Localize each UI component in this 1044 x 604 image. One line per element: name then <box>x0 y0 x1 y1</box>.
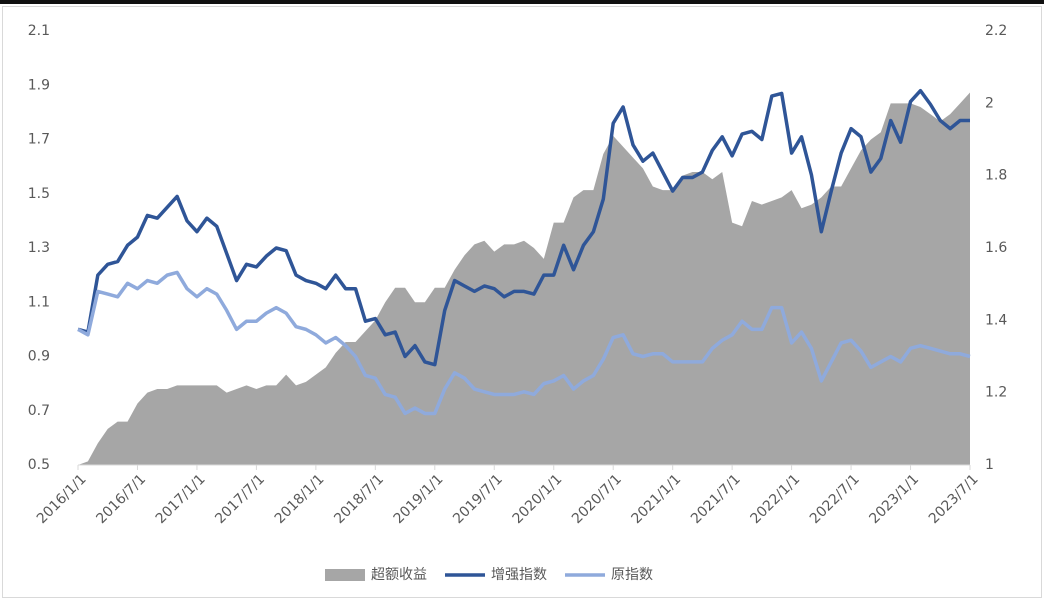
x-tick-label: 2018/1/1 <box>272 471 328 527</box>
x-tick-label: 2021/7/1 <box>688 471 744 527</box>
x-tick-label: 2017/1/1 <box>153 471 209 527</box>
x-tick-label: 2023/1/1 <box>866 471 922 527</box>
legend-label: 超额收益 <box>371 567 427 583</box>
top-bar <box>0 0 1044 4</box>
y-tick-label: 0.7 <box>28 403 50 419</box>
area <box>78 92 970 465</box>
x-tick-label: 2022/1/1 <box>747 471 803 527</box>
x-tick-label: 2016/1/1 <box>34 471 90 527</box>
x-tick-label: 2017/7/1 <box>212 471 268 527</box>
x-tick-label: 2020/7/1 <box>569 471 625 527</box>
x-tick-label: 2019/1/1 <box>391 471 447 527</box>
x-tick-label: 2016/7/1 <box>93 471 149 527</box>
y-tick-label: 0.5 <box>28 457 50 473</box>
y-tick-label: 2.1 <box>28 23 50 39</box>
x-tick-label: 2022/7/1 <box>807 471 863 527</box>
legend-label: 增强指数 <box>491 567 547 583</box>
chart-border <box>2 6 1042 598</box>
y2-tick-label: 1.8 <box>985 168 1007 184</box>
legend-swatch <box>325 569 365 581</box>
x-tick-label: 2020/1/1 <box>510 471 566 527</box>
y2-tick-label: 1.6 <box>985 240 1007 256</box>
y-tick-label: 0.9 <box>28 349 50 365</box>
x-tick-label: 2018/7/1 <box>331 471 387 527</box>
y2-tick-label: 1.4 <box>985 312 1007 328</box>
y2-tick-label: 2 <box>985 95 994 111</box>
y2-tick-label: 2.2 <box>985 23 1007 39</box>
line <box>77 88 970 367</box>
y2-tick-label: 1.2 <box>985 385 1007 401</box>
y-tick-label: 1.9 <box>28 77 50 93</box>
y-tick-label: 1.1 <box>28 294 50 310</box>
x-tick-label: 2023/7/1 <box>926 471 982 527</box>
y-tick-label: 1.7 <box>28 132 50 148</box>
line <box>77 270 971 416</box>
x-tick-label: 2021/1/1 <box>629 471 685 527</box>
y-tick-label: 1.5 <box>28 186 50 202</box>
y-tick-label: 1.3 <box>28 240 50 256</box>
y2-tick-label: 1 <box>985 457 994 473</box>
legend-label: 原指数 <box>611 567 653 583</box>
x-tick-label: 2019/7/1 <box>450 471 506 527</box>
